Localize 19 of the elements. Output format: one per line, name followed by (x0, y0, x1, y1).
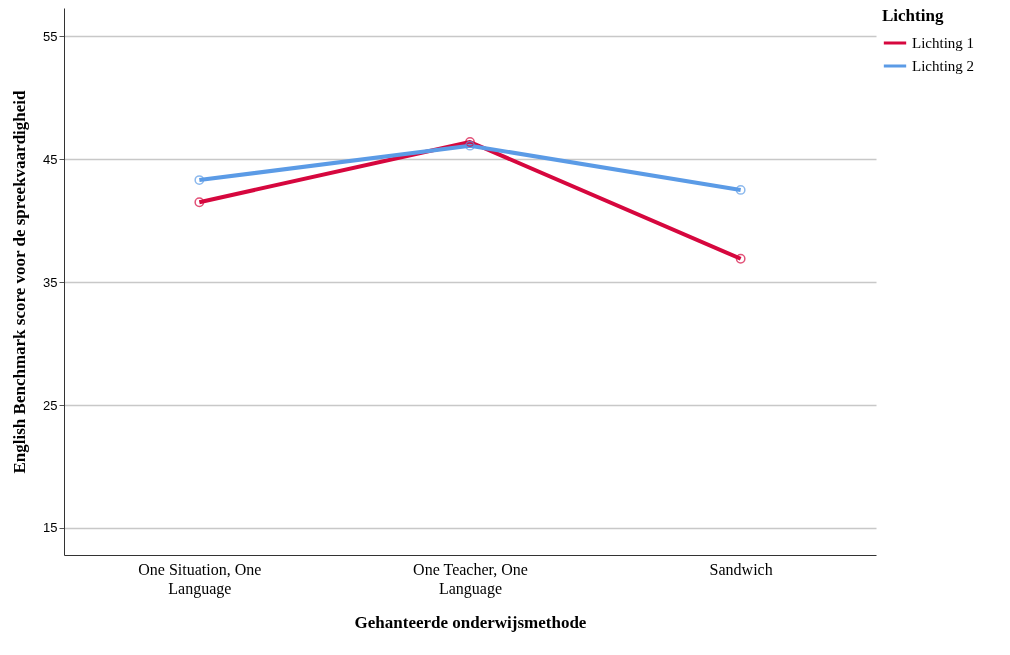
point (194, 175, 205, 186)
y-tick-label: 15 (43, 520, 58, 536)
legend-label: Lichting 1 (912, 35, 975, 51)
point (194, 197, 205, 208)
x-tick-label: One Situation, One Language (138, 560, 262, 598)
point (465, 137, 475, 147)
y-axis-title: English Benchmark score voor de spreekvaardigheid (10, 89, 30, 474)
x-axis-title: Gehanteerde onderwijsmethode (354, 612, 587, 632)
y-tick-label: 55 (43, 28, 58, 44)
point (735, 185, 746, 195)
point (465, 140, 475, 151)
y-tick-label: 25 (43, 397, 58, 413)
legend-label: Lichting 2 (912, 58, 975, 74)
x-tick-label: One Teacher, One Language (413, 560, 528, 598)
y-tick-label: 45 (43, 151, 58, 167)
x-tick-label: Sandwich (709, 560, 773, 578)
point (735, 253, 746, 264)
legend-title: Lichting (882, 6, 944, 25)
y-tick-label: 35 (43, 274, 58, 290)
